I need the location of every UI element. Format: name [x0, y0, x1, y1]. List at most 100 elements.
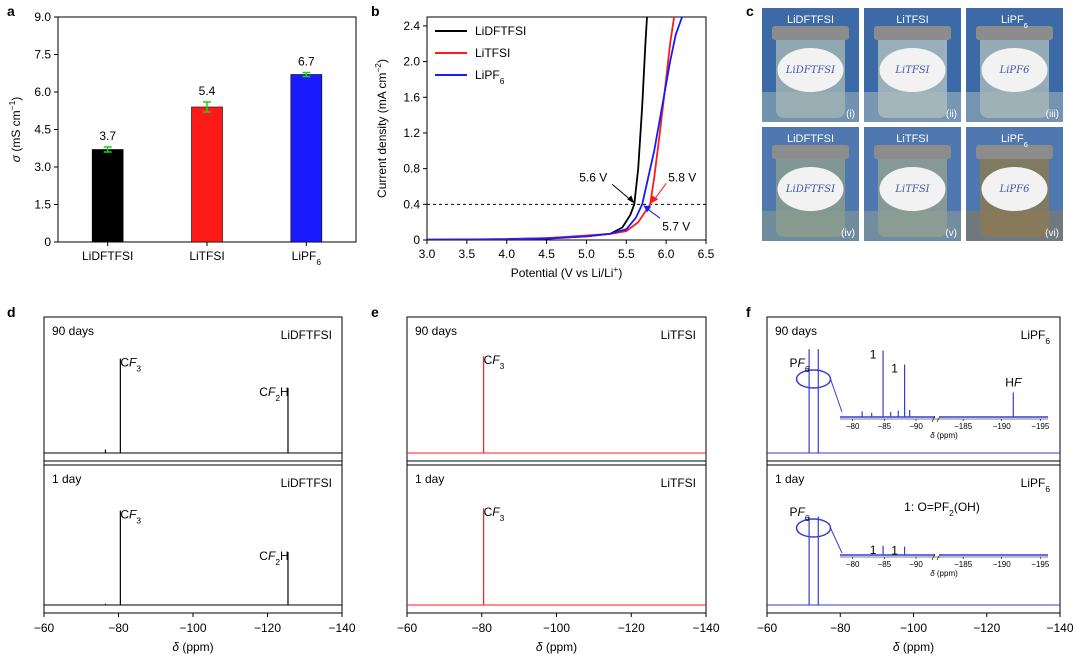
y-tick-label: 1.5 — [34, 198, 51, 212]
photo-numeral: (iv) — [841, 228, 855, 239]
inset-tick-label: −90 — [909, 560, 923, 569]
time-label: 90 days — [415, 324, 457, 338]
x-tick-label: 5.0 — [578, 247, 595, 261]
inset-peak-label: 1 — [870, 543, 877, 557]
annotation-5.6V: 5.6 V — [579, 170, 607, 184]
series-LiPF6 — [427, 17, 683, 240]
series-LiDFTFSI — [427, 17, 648, 240]
annotation-5.8V: 5.8 V — [668, 170, 696, 184]
x-tick-label: −80 — [108, 621, 129, 635]
panel-label-a: a — [7, 3, 15, 19]
inset-peak-label: 1 — [870, 348, 877, 362]
y-tick-label: 6.0 — [34, 85, 51, 99]
peak-label: CF3 — [484, 353, 505, 371]
vial-label-paper — [879, 48, 946, 92]
peak-label: CF2H — [259, 385, 288, 403]
series-LiTFSI — [427, 17, 675, 240]
y-axis-label: σ (mS cm−1) — [7, 97, 23, 162]
x-tick-label: 6.0 — [658, 247, 675, 261]
x-tick-label: −80 — [472, 621, 493, 635]
arrow-head — [643, 205, 652, 213]
x-tick-label: 3.0 — [419, 247, 436, 261]
bar-value-label: 3.7 — [99, 129, 116, 143]
photo-title: LiPF6 — [1001, 133, 1028, 149]
x-tick-label: −100 — [543, 621, 570, 635]
pf6-label: PF6 — [789, 505, 809, 523]
inset-peak-label: 1 — [891, 544, 898, 558]
y-tick-label: 1.6 — [403, 90, 420, 104]
vial-label-paper — [777, 48, 844, 92]
panel-e-nmr-litfsi: −60 −80 −100 −120 −140 δ (ppm) 90 days LiTFSI CF… — [397, 316, 720, 654]
peak-label: CF3 — [484, 505, 505, 523]
vial-handwriting: LiTFSI — [894, 65, 930, 76]
vial-handwriting: LiPF6 — [999, 65, 1031, 76]
y-tick-label: 1.2 — [403, 126, 420, 140]
time-label: 1 day — [415, 472, 444, 486]
x-tick-label: LiPF6 — [292, 249, 322, 267]
photo-title: LiTFSI — [896, 14, 928, 26]
inset-axis-label: δ (ppm) — [930, 431, 958, 440]
bar-value-label: 5.4 — [199, 84, 216, 98]
vial-clamp — [772, 26, 849, 40]
bar-LiPF6 — [290, 74, 323, 243]
inset-tick-label: −195 — [1031, 560, 1050, 569]
panel-label-e: e — [371, 304, 379, 320]
arrow-head — [627, 195, 635, 204]
x-tick-label: −140 — [1046, 621, 1073, 635]
inset-peak-label: 1 — [891, 362, 898, 376]
y-axis-label: Current density (mA cm−2) — [373, 59, 389, 198]
time-label: 1 day — [775, 472, 804, 486]
vial-liquid — [966, 92, 1063, 122]
inset-tick-label: −185 — [954, 422, 973, 431]
legend-note: 1: O=PF2(OH) — [904, 500, 980, 518]
photo-tile: LiPF6 LiPF6 (iii) — [966, 8, 1063, 122]
salt-label: LiTFSI — [661, 328, 696, 342]
panel-a-conductivity-chart: 0 1.5 3.0 4.5 6.0 7.5 9.0 σ (mS cm−1) 3.7 LiDFTFS… — [7, 10, 357, 267]
vial-label-paper — [981, 167, 1048, 211]
vial-liquid — [864, 211, 961, 241]
photo-numeral: (vi) — [1045, 228, 1059, 239]
inset-tick-label: −85 — [878, 560, 892, 569]
photo-tile: LiPF6 LiPF6 (vi) — [966, 127, 1063, 241]
plot-frame — [426, 16, 707, 241]
vial-clamp — [976, 26, 1053, 40]
vial-label-paper — [777, 167, 844, 211]
photo-tile: LiDFTFSI LiDFTFSI (iv) — [762, 127, 859, 241]
inset-tick-label: −190 — [993, 560, 1012, 569]
inset-axis-label: δ (ppm) — [930, 569, 958, 578]
x-tick-label: −100 — [179, 621, 206, 635]
x-axis-label: δ (ppm) — [893, 640, 934, 654]
pf6-circle — [795, 518, 832, 538]
inset-tick-label: −190 — [993, 422, 1012, 431]
x-tick-label: −140 — [692, 621, 719, 635]
vial-label-paper — [981, 48, 1048, 92]
x-tick-label: −120 — [254, 621, 281, 635]
annotation-5.7V: 5.7 V — [662, 219, 690, 233]
vial-liquid — [864, 92, 961, 122]
y-tick-label: 0.4 — [403, 197, 420, 211]
peak-label: CF3 — [120, 356, 141, 374]
x-tick-label: 4.5 — [538, 247, 555, 261]
x-tick-label: LiDFTFSI — [82, 249, 133, 263]
bar-value-label: 6.7 — [298, 55, 315, 69]
photo-title: LiDFTFSI — [787, 133, 834, 145]
axis-break — [931, 553, 936, 561]
zoom-connector — [830, 527, 843, 554]
salt-label: LiDFTFSI — [281, 328, 332, 342]
x-tick-label: −60 — [34, 621, 55, 635]
vial-clamp — [874, 26, 951, 40]
vial-liquid — [762, 92, 859, 122]
panel-label-f: f — [746, 304, 751, 320]
x-axis-label: δ (ppm) — [536, 640, 577, 654]
panel-label-c: c — [746, 3, 754, 19]
pf6-circle — [795, 369, 832, 389]
y-tick-label: 9.0 — [34, 10, 51, 24]
legend-label: LiPF6 — [475, 68, 505, 86]
y-tick-label: 7.5 — [34, 48, 51, 62]
peak-label: CF2H — [259, 549, 288, 567]
x-tick-label: LiTFSI — [189, 249, 224, 263]
inset-tick-label: −185 — [954, 560, 973, 569]
x-axis-label: δ (ppm) — [172, 640, 213, 654]
y-tick-label: 0.8 — [403, 162, 420, 176]
